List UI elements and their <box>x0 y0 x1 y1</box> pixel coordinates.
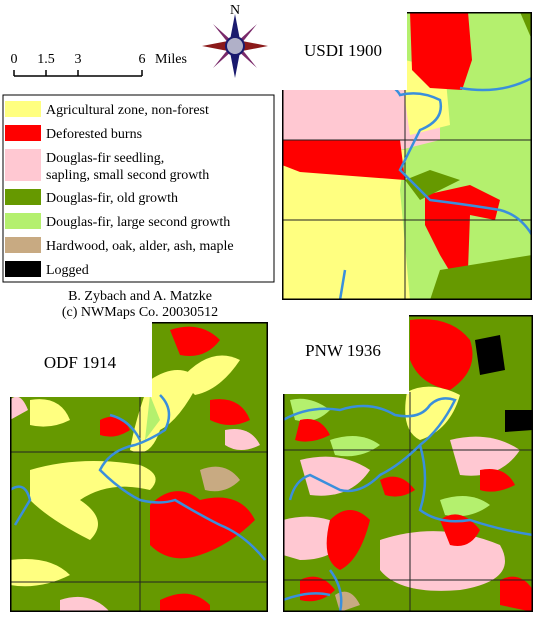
legend-swatch <box>5 149 41 181</box>
legend-label: Logged <box>46 263 89 278</box>
compass-label: N <box>230 3 240 18</box>
legend-label: Deforested burns <box>46 127 142 142</box>
map-title: ODF 1914 <box>44 353 117 372</box>
legend-label: Douglas-fir seedling, <box>46 151 164 166</box>
map-title: PNW 1936 <box>305 341 381 360</box>
scale-label: 6 <box>139 52 146 67</box>
scale-label: 1.5 <box>37 52 55 67</box>
scale-label: 3 <box>75 52 82 67</box>
scale-bar: 0 1.5 3 6 Miles <box>11 52 187 77</box>
legend-swatch <box>5 237 41 253</box>
legend-label: Douglas-fir, large second growth <box>46 215 230 230</box>
scale-label: 0 <box>11 52 18 67</box>
legend-swatch <box>5 213 41 229</box>
credit: B. Zybach and A. Matzke <box>68 289 212 304</box>
legend-swatch <box>5 189 41 205</box>
legend-label: sapling, small second growth <box>46 168 209 183</box>
map-title-box <box>8 320 152 397</box>
legend-swatch <box>5 101 41 117</box>
legend-swatch <box>5 125 41 141</box>
credit: (c) NWMaps Co. 20030512 <box>62 305 218 320</box>
legend-label: Agricultural zone, non-forest <box>46 103 209 118</box>
legend-label: Douglas-fir, old growth <box>46 191 178 206</box>
legend-label: Hardwood, oak, alder, ash, maple <box>46 239 234 254</box>
legend-box <box>2 94 275 283</box>
compass: N <box>202 3 268 78</box>
scale-unit: Miles <box>155 52 187 67</box>
map-title-box <box>281 313 409 394</box>
map-title: USDI 1900 <box>304 41 382 60</box>
map-title-box <box>280 12 407 90</box>
legend: Agricultural zone, non-forest Deforested … <box>5 101 234 278</box>
legend-swatch <box>5 261 41 277</box>
